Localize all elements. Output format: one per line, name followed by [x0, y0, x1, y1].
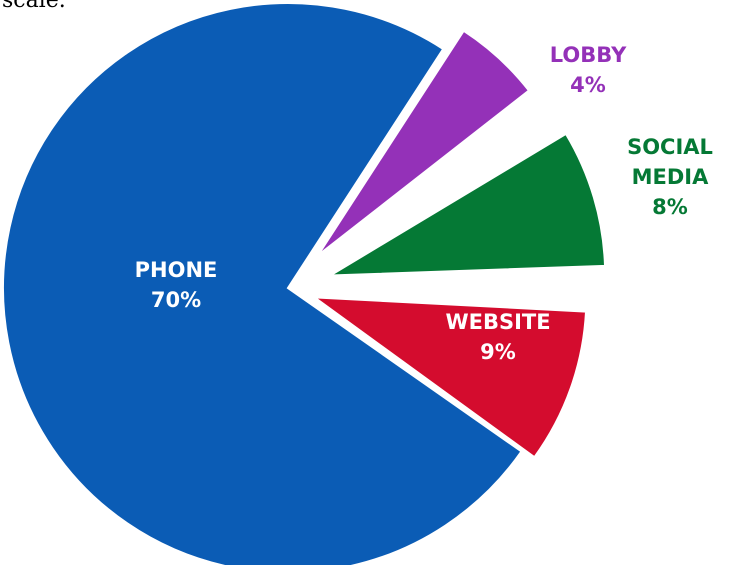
pie-slices: [2, 2, 607, 565]
pie-slice-lobby: [316, 29, 531, 257]
pie-slice-website: [311, 296, 588, 459]
pie-slice-social-media: [326, 132, 607, 277]
pie-slice-phone: [2, 2, 523, 565]
slice-label-social-media-line-2: MEDIA: [632, 165, 709, 189]
slice-label-lobby-line-1: LOBBY: [550, 43, 627, 67]
slice-label-lobby-line-2: 4%: [570, 73, 606, 97]
pie-labels: PHONE 70% WEBSITE 9% SOCIAL MEDIA 8% LOBBY 4%: [135, 43, 713, 364]
slice-label-phone-line-2: 70%: [151, 288, 201, 312]
slice-label-social-media-line-3: 8%: [652, 195, 688, 219]
slice-label-website-line-1: WEBSITE: [445, 310, 550, 334]
cropped-top-text: scale.: [2, 0, 66, 13]
slice-label-website-line-2: 9%: [480, 340, 516, 364]
slice-label-phone-line-1: PHONE: [135, 258, 218, 282]
slice-label-social-media-line-1: SOCIAL: [627, 135, 713, 159]
